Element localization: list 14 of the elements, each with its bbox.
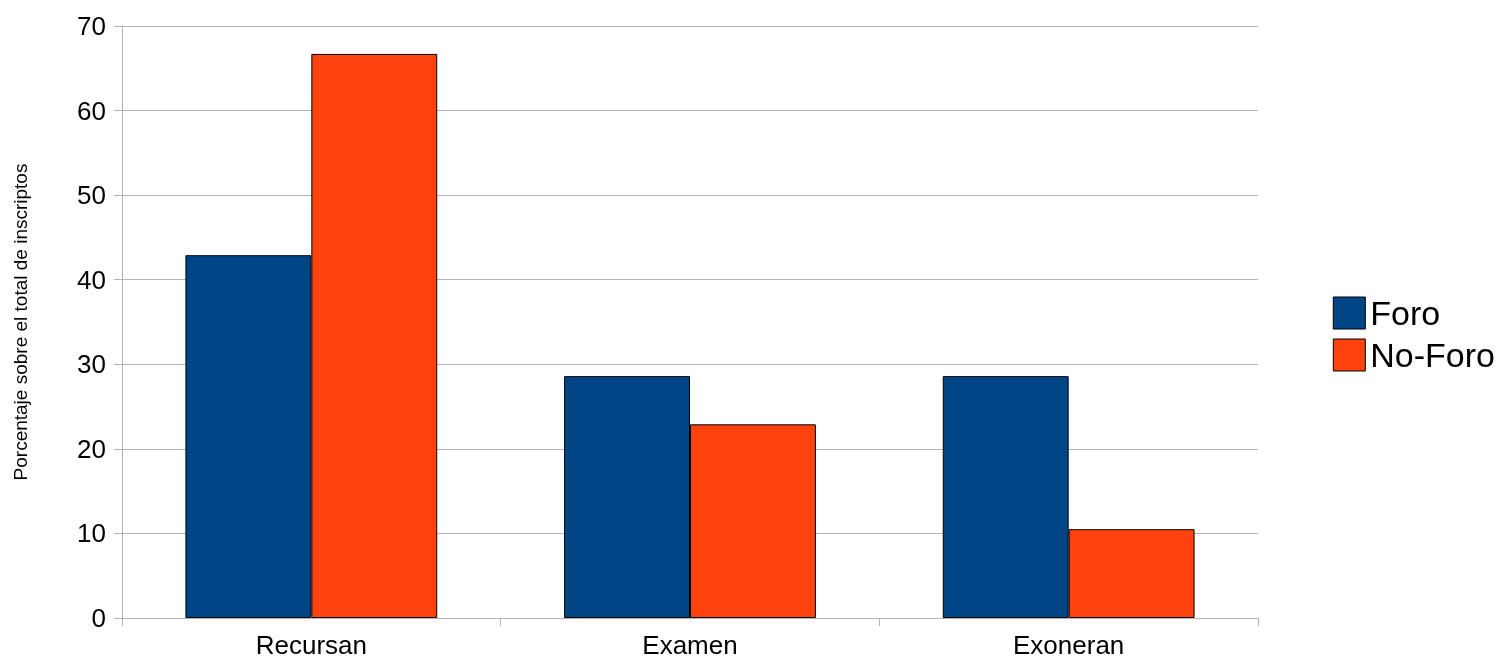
x-tick-label: Recursan: [255, 630, 367, 660]
legend-label: No-Foro: [1370, 336, 1496, 374]
x-tick-label: Exoneran: [1013, 630, 1125, 660]
y-tick-label: 20: [77, 433, 106, 464]
x-tick-label: Examen: [642, 630, 738, 660]
legend-label: Foro: [1370, 294, 1441, 332]
y-axis-title: Porcentaje sobre el total de inscriptos: [10, 163, 31, 481]
y-tick-label: 60: [77, 95, 106, 126]
y-tick-label: 30: [77, 349, 106, 380]
y-tick-label: 40: [77, 264, 106, 295]
y-tick-label: 0: [91, 603, 106, 633]
y-tick-label: 70: [77, 11, 106, 41]
y-tick-label: 50: [77, 180, 106, 211]
y-tick-label: 10: [77, 518, 106, 549]
